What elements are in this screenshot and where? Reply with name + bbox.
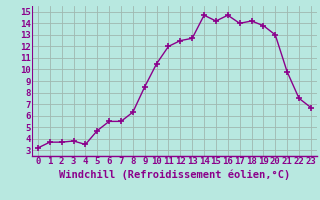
- X-axis label: Windchill (Refroidissement éolien,°C): Windchill (Refroidissement éolien,°C): [59, 169, 290, 180]
